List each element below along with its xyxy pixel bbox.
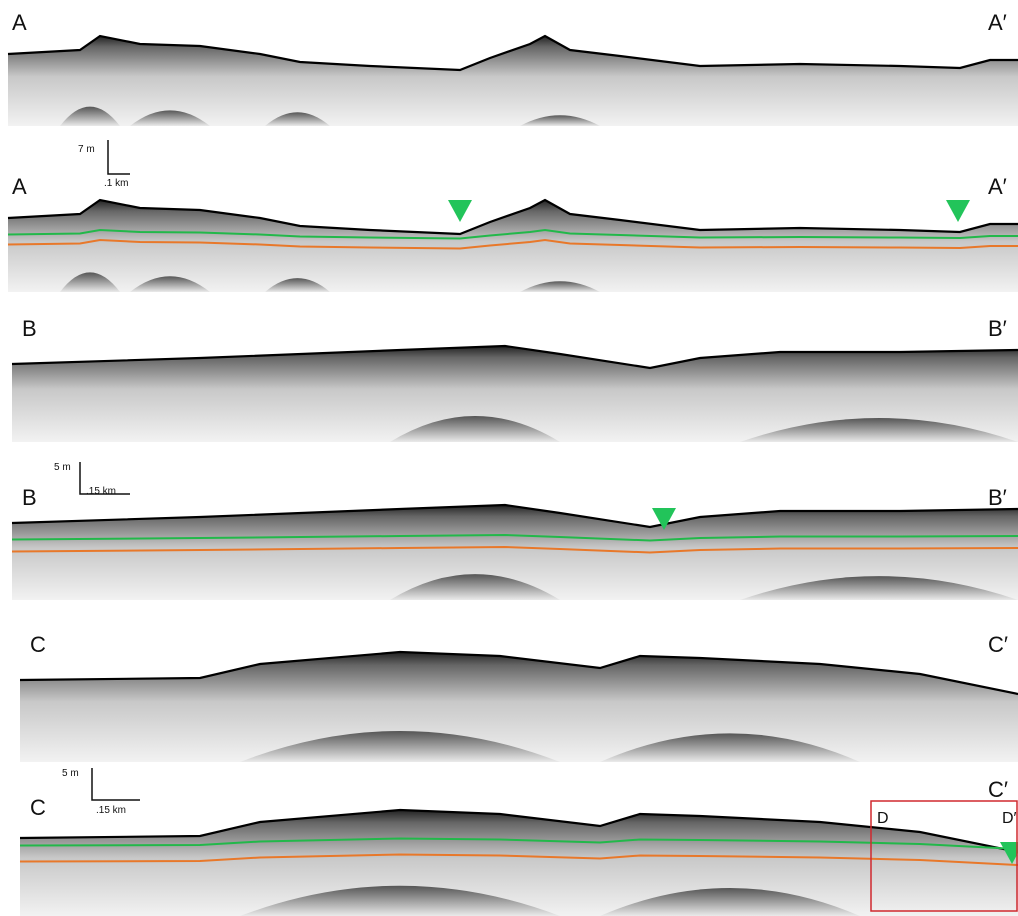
buried-reflector	[60, 106, 120, 126]
right-label: B′	[988, 316, 1007, 341]
buried-reflector	[600, 733, 860, 762]
buried-reflector	[520, 115, 600, 126]
orange-horizon	[19, 853, 1018, 866]
right-label: A′	[988, 174, 1007, 199]
seafloor	[7, 198, 1018, 236]
inset-box	[870, 800, 1018, 912]
buried-reflector	[240, 731, 560, 762]
buried-reflector	[600, 888, 860, 916]
buried-reflector	[390, 416, 560, 442]
buried-reflector	[240, 885, 560, 916]
profiles	[7, 34, 1018, 916]
green-horizon	[7, 228, 1018, 240]
scale-vertical: 5 m	[54, 462, 71, 473]
scale-horizontal: .15 km	[86, 486, 116, 497]
scale-horizontal: .1 km	[104, 178, 128, 189]
left-label: B	[22, 316, 37, 341]
right-label: C′	[988, 632, 1008, 657]
marker-triangle	[652, 508, 676, 530]
seafloor	[7, 34, 1018, 72]
buried-reflector	[60, 272, 120, 292]
orange-horizon	[11, 545, 1018, 554]
marker-triangle	[1000, 842, 1018, 864]
scale-horizontal: .15 km	[96, 805, 126, 816]
left-label: A	[12, 10, 27, 35]
scale-bar	[107, 140, 130, 175]
scale-bar	[79, 462, 130, 495]
seafloor	[19, 808, 1018, 854]
marker-triangle	[946, 200, 970, 222]
green-horizon	[19, 837, 1018, 850]
buried-reflector	[740, 576, 1018, 600]
sediment	[20, 652, 1018, 762]
orange-horizon	[7, 238, 1018, 250]
left-label: B	[22, 485, 37, 510]
scale-vertical: 7 m	[78, 144, 95, 155]
right-label: B′	[988, 485, 1007, 510]
inset-right-label: D′	[1002, 810, 1017, 827]
left-label: C	[30, 795, 46, 820]
inset-left-label: D	[877, 810, 889, 827]
right-label: A′	[988, 10, 1007, 35]
buried-reflector	[520, 281, 600, 292]
buried-reflector	[740, 418, 1018, 442]
buried-reflector	[130, 110, 210, 126]
sediment	[12, 346, 1018, 442]
right-label: C′	[988, 777, 1008, 802]
green-horizon	[11, 533, 1018, 542]
seafloor	[19, 650, 1018, 696]
sediment	[8, 36, 1018, 126]
buried-reflector	[265, 112, 330, 126]
left-label: A	[12, 174, 27, 199]
scale-bar	[91, 768, 140, 801]
seafloor	[11, 503, 1018, 529]
buried-reflector	[265, 278, 330, 292]
sediment	[8, 200, 1018, 292]
sediment	[20, 810, 1018, 916]
left-label: C	[30, 632, 46, 657]
buried-reflector	[390, 574, 560, 600]
buried-reflector	[130, 276, 210, 292]
marker-triangle	[448, 200, 472, 222]
seafloor	[11, 344, 1018, 370]
scale-vertical: 5 m	[62, 768, 79, 779]
sediment	[12, 505, 1018, 600]
